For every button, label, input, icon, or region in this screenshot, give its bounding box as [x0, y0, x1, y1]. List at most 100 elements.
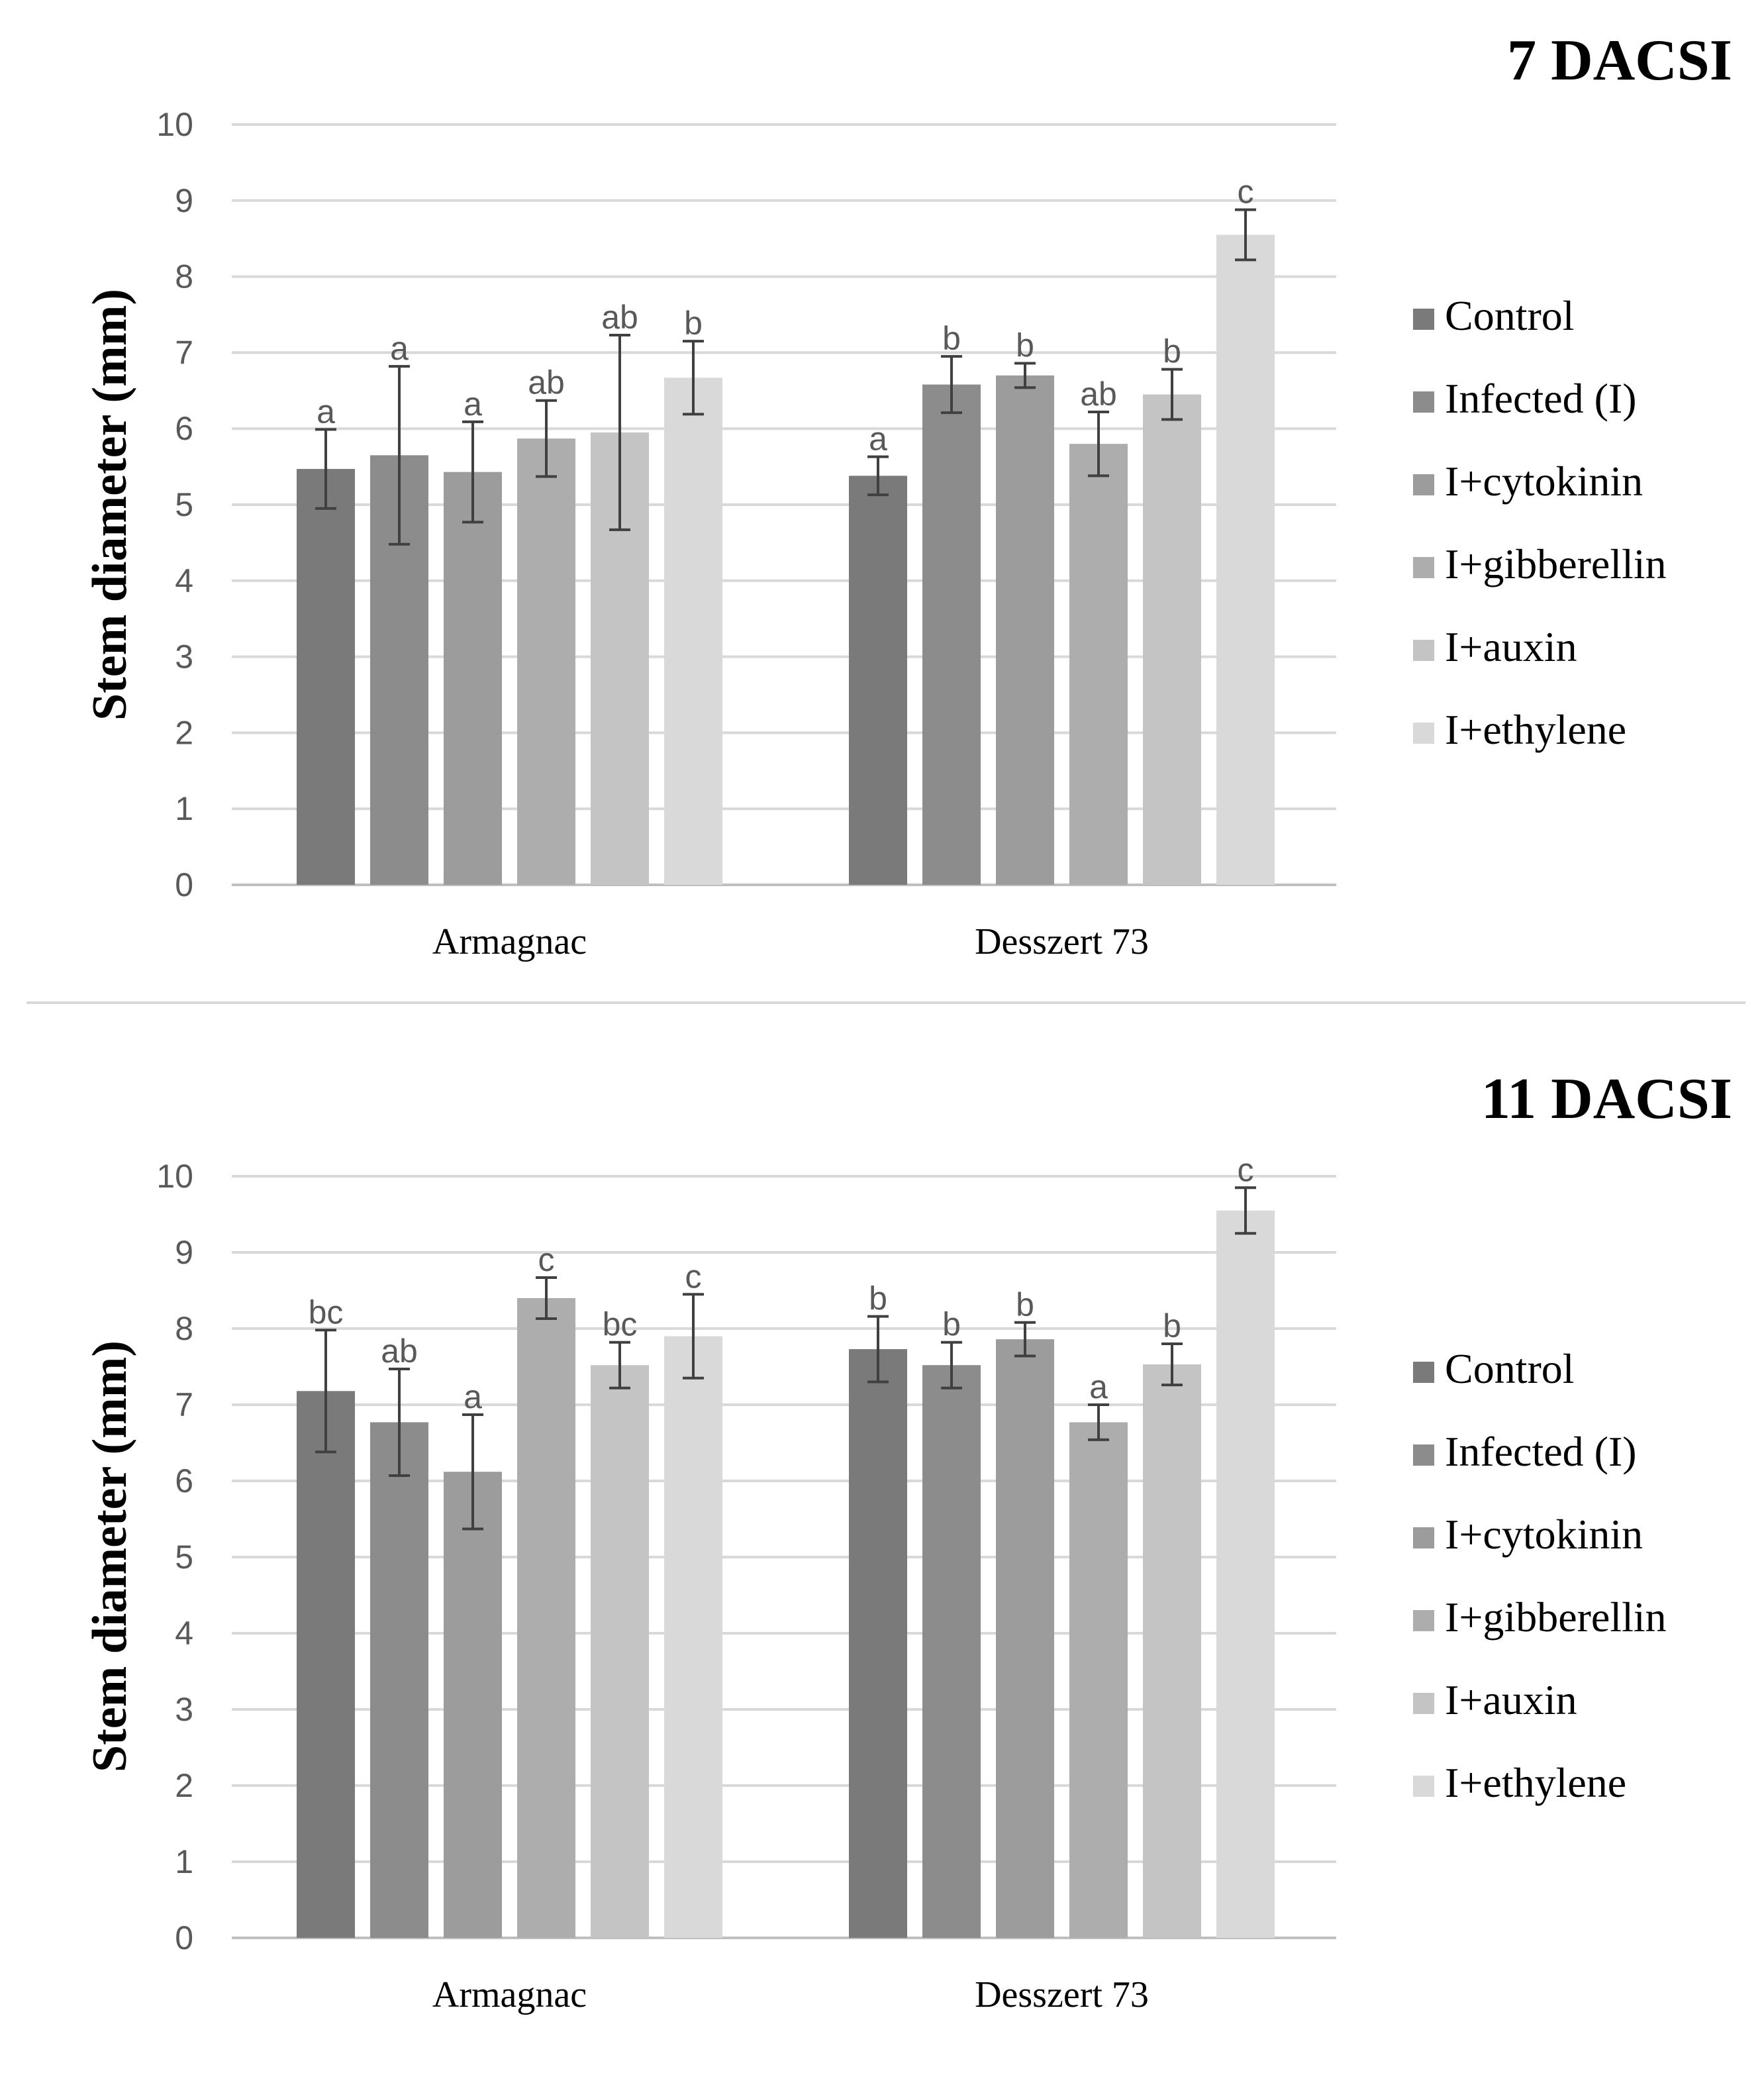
chart1-category-label: Desszert 73 [975, 1974, 1149, 2015]
chart0-bar [517, 438, 575, 885]
chart1-title: 11 DACSI [1481, 1067, 1732, 1131]
chart1-legend-label: I+auxin [1445, 1676, 1577, 1723]
chart1-significance-letter: b [869, 1280, 887, 1317]
chart0-significance-letter: ab [1080, 376, 1117, 413]
chart0-legend-swatch [1413, 309, 1434, 330]
panel-11-dacsi: 11 DACSI Stem diameter (mm) 0 1 2 3 4 5 6 7 8 9 10 Ar… [83, 1067, 1732, 2015]
chart0-legend-label: I+gibberellin [1445, 540, 1667, 587]
chart0-y-tick-label: 3 [175, 638, 193, 676]
chart1-category-label: Armagnac [432, 1974, 587, 2015]
chart1-bar [517, 1298, 575, 1938]
chart1-legend-swatch [1413, 1444, 1434, 1466]
chart1-legend-label: I+gibberellin [1445, 1593, 1667, 1641]
chart1-y-tick-label: 5 [175, 1539, 193, 1576]
chart1-y-tick-label: 6 [175, 1462, 193, 1499]
chart1-y-tick-label: 10 [156, 1158, 193, 1195]
chart1-bar [1143, 1364, 1201, 1938]
chart1-significance-letter: b [1016, 1286, 1034, 1323]
chart0-y-axis-label: Stem diameter (mm) [83, 289, 137, 721]
chart0-title: 7 DACSI [1507, 28, 1732, 93]
chart0-y-tick-label: 1 [175, 790, 193, 827]
chart0-bar [297, 469, 355, 885]
chart0-y-tick-label: 0 [175, 866, 193, 903]
chart0-bar [1216, 234, 1275, 885]
chart1-bar [370, 1422, 428, 1938]
chart0-category-label: Desszert 73 [975, 921, 1149, 962]
chart0-legend-label: Infected (I) [1445, 375, 1637, 422]
chart0-bar [444, 472, 502, 885]
chart0-legend-label: I+ethylene [1445, 706, 1626, 753]
chart0-legend-swatch [1413, 474, 1434, 495]
chart0-significance-letter: ab [601, 299, 638, 336]
chart0-legend-label: I+auxin [1445, 623, 1577, 670]
chart1-significance-letter: c [538, 1241, 555, 1278]
chart1-bar [849, 1349, 907, 1938]
chart1-bar [444, 1472, 502, 1938]
chart0-category-label: Armagnac [432, 921, 587, 962]
chart1-legend-swatch [1413, 1362, 1434, 1383]
chart1-y-tick-label: 2 [175, 1767, 193, 1804]
chart0-y-tick-label: 5 [175, 486, 193, 523]
chart1-bar [297, 1391, 355, 1938]
chart1-y-axis-label: Stem diameter (mm) [83, 1340, 137, 1772]
chart1-bar [1216, 1210, 1275, 1938]
chart1-significance-letter: a [1089, 1368, 1108, 1405]
chart1-legend-swatch [1413, 1610, 1434, 1631]
chart1-significance-letter: bc [309, 1293, 344, 1331]
chart1-y-tick-label: 1 [175, 1843, 193, 1880]
chart1-significance-letter: ab [381, 1333, 418, 1370]
chart1-bar [1069, 1422, 1128, 1938]
chart0-bar [664, 378, 722, 885]
chart0-y-tick-label: 9 [175, 182, 193, 219]
chart0-significance-letter: c [1238, 174, 1254, 211]
chart1-legend-label: I+ethylene [1445, 1759, 1626, 1806]
chart1-legend-label: Control [1445, 1345, 1575, 1392]
chart0-legend-swatch [1413, 723, 1434, 744]
chart0-legend-label: I+cytokinin [1445, 458, 1643, 505]
chart0-bar [1069, 444, 1128, 885]
chart0-significance-letter: ab [528, 364, 565, 401]
chart0-legend-label: Control [1445, 292, 1575, 339]
chart0-significance-letter: b [684, 305, 703, 342]
chart0-significance-letter: a [869, 421, 887, 458]
chart1-significance-letter: c [685, 1258, 702, 1295]
chart1-bar [922, 1365, 981, 1938]
chart1-significance-letter: b [942, 1306, 961, 1343]
chart1-y-tick-label: 9 [175, 1234, 193, 1271]
chart0-significance-letter: b [1163, 333, 1181, 370]
chart0-significance-letter: b [942, 320, 961, 357]
chart1-legend-swatch [1413, 1776, 1434, 1797]
panel-7-dacsi: 7 DACSI Stem diameter (mm) 0 1 2 3 4 5 6 7 8 9 10 Arm… [83, 28, 1732, 962]
chart0-y-tick-label: 6 [175, 410, 193, 447]
chart1-significance-letter: a [464, 1378, 482, 1415]
chart0-significance-letter: a [317, 393, 335, 430]
chart0-legend-swatch [1413, 391, 1434, 413]
chart1-significance-letter: b [1163, 1307, 1181, 1344]
chart0-significance-letter: b [1016, 327, 1034, 364]
chart1-y-tick-label: 8 [175, 1310, 193, 1347]
chart0-bar [1143, 394, 1201, 885]
chart1-bar [664, 1336, 722, 1938]
chart0-significance-letter: a [464, 385, 482, 423]
chart0-bar [849, 476, 907, 885]
chart1-y-tick-label: 0 [175, 1919, 193, 1956]
chart0-y-tick-label: 10 [156, 106, 193, 143]
chart0-bar [996, 375, 1054, 885]
chart0-significance-letter: a [390, 330, 409, 367]
chart0-y-tick-label: 2 [175, 714, 193, 751]
chart1-bar [996, 1339, 1054, 1938]
chart0-legend-swatch [1413, 640, 1434, 661]
chart1-significance-letter: bc [603, 1306, 638, 1343]
chart0-bar [922, 384, 981, 885]
chart1-legend-label: Infected (I) [1445, 1428, 1637, 1475]
chart0-y-tick-label: 7 [175, 334, 193, 371]
chart1-significance-letter: c [1238, 1151, 1254, 1188]
chart0-legend-swatch [1413, 557, 1434, 578]
chart1-y-tick-label: 3 [175, 1691, 193, 1728]
chart0-y-tick-label: 8 [175, 258, 193, 295]
chart1-legend-swatch [1413, 1527, 1434, 1548]
chart1-legend-swatch [1413, 1693, 1434, 1714]
chart1-y-tick-label: 7 [175, 1386, 193, 1423]
chart1-legend-label: I+cytokinin [1445, 1511, 1643, 1558]
